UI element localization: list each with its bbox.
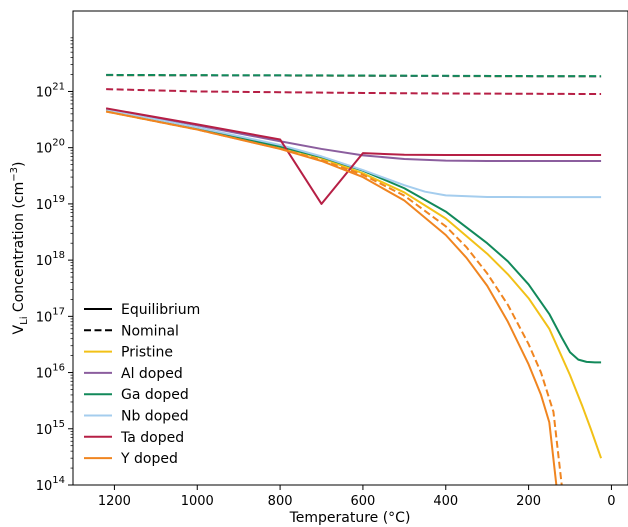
y-title-sup: −3: [9, 167, 20, 182]
legend-label: Nb doped: [121, 409, 189, 425]
x-tick-label: 600: [351, 494, 376, 509]
x-tick-label: 200: [516, 494, 541, 509]
legend: Equilibrium Nominal Pristine Al doped Ga dop…: [84, 302, 200, 467]
x-tick-label: 0: [607, 494, 615, 509]
legend-label: Al doped: [121, 366, 183, 382]
series-line-nb-doped-solid: [105, 108, 602, 199]
series-line-al-doped-solid: [105, 107, 602, 162]
series-line-ta-doped-solid: [105, 107, 602, 205]
series-line-y-doped-dashed: [105, 110, 563, 485]
y-tick-label: 1019: [36, 194, 65, 213]
legend-label: Pristine: [121, 345, 173, 361]
x-tick-label: 800: [268, 494, 293, 509]
x-tick-label: 1000: [181, 494, 214, 509]
y-tick-label: 1018: [36, 250, 65, 269]
x-tick-label: 1200: [98, 494, 131, 509]
x-tick-label: 400: [433, 494, 458, 509]
y-title-mid: Concentration (cm: [11, 182, 27, 317]
y-axis-title: VLi Concentration (cm−3): [9, 162, 30, 335]
series-line-ga-doped-solid: [105, 108, 602, 364]
legend-label: Ga doped: [121, 387, 189, 403]
y-tick-label: 1016: [36, 363, 65, 382]
y-tick-label: 1020: [36, 138, 65, 157]
y-tick-label: 1015: [36, 419, 65, 438]
legend-label: Y doped: [120, 451, 178, 467]
series-line-pristine-solid: [105, 108, 603, 459]
y-tick-label: 1021: [36, 81, 65, 100]
y-title-post: ): [11, 162, 27, 167]
legend-label: Equilibrium: [121, 302, 200, 318]
y-title-v: V: [11, 324, 27, 334]
y-tick-label: 1017: [36, 306, 65, 325]
y-title-sub: Li: [19, 317, 30, 325]
legend-label: Ta doped: [120, 430, 184, 446]
x-axis: 1200 1000 800 600 400 200 0: [98, 485, 616, 509]
plot-frame: [72, 10, 628, 486]
series-line-ta-doped-dashed: [106, 88, 602, 96]
legend-label: Nominal: [121, 323, 179, 339]
y-axis: 1014 1015 1016 1017 1018 1019 1020 1021: [36, 37, 73, 494]
y-tick-label: 1014: [36, 475, 65, 494]
series-line-ga-doped-dashed: [106, 73, 602, 78]
x-axis-title: Temperature (°C): [289, 510, 411, 526]
